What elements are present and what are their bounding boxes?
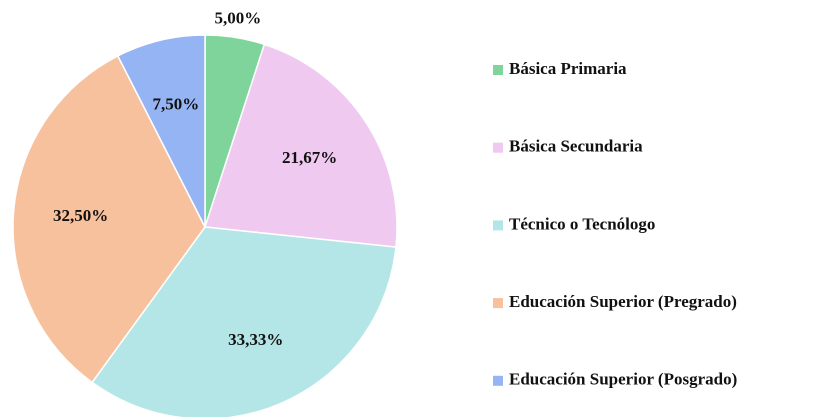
legend-label: Básica Primaria — [509, 59, 627, 78]
legend-swatch — [493, 298, 503, 309]
pie-slice — [116, 34, 206, 228]
legend-swatch — [493, 220, 503, 231]
legend-swatch — [493, 65, 503, 75]
data-label: 7,50% — [152, 95, 199, 114]
legend-label: Educación Superior (Pregrado) — [509, 292, 737, 311]
data-label: 5,00% — [214, 8, 261, 27]
pie-slice — [204, 43, 398, 248]
legend-swatch — [493, 375, 503, 386]
pie-slice — [12, 54, 206, 384]
data-label: 21,67% — [282, 148, 337, 167]
legend-label: Técnico o Tecnólogo — [509, 214, 655, 233]
pie-slice — [91, 226, 397, 417]
legend-swatch — [493, 142, 503, 153]
data-label: 32,50% — [53, 206, 108, 225]
data-label: 33,33% — [228, 330, 283, 349]
legend-label: Educación Superior (Posgrado) — [509, 370, 737, 389]
legend-label: Básica Secundaria — [509, 137, 643, 156]
